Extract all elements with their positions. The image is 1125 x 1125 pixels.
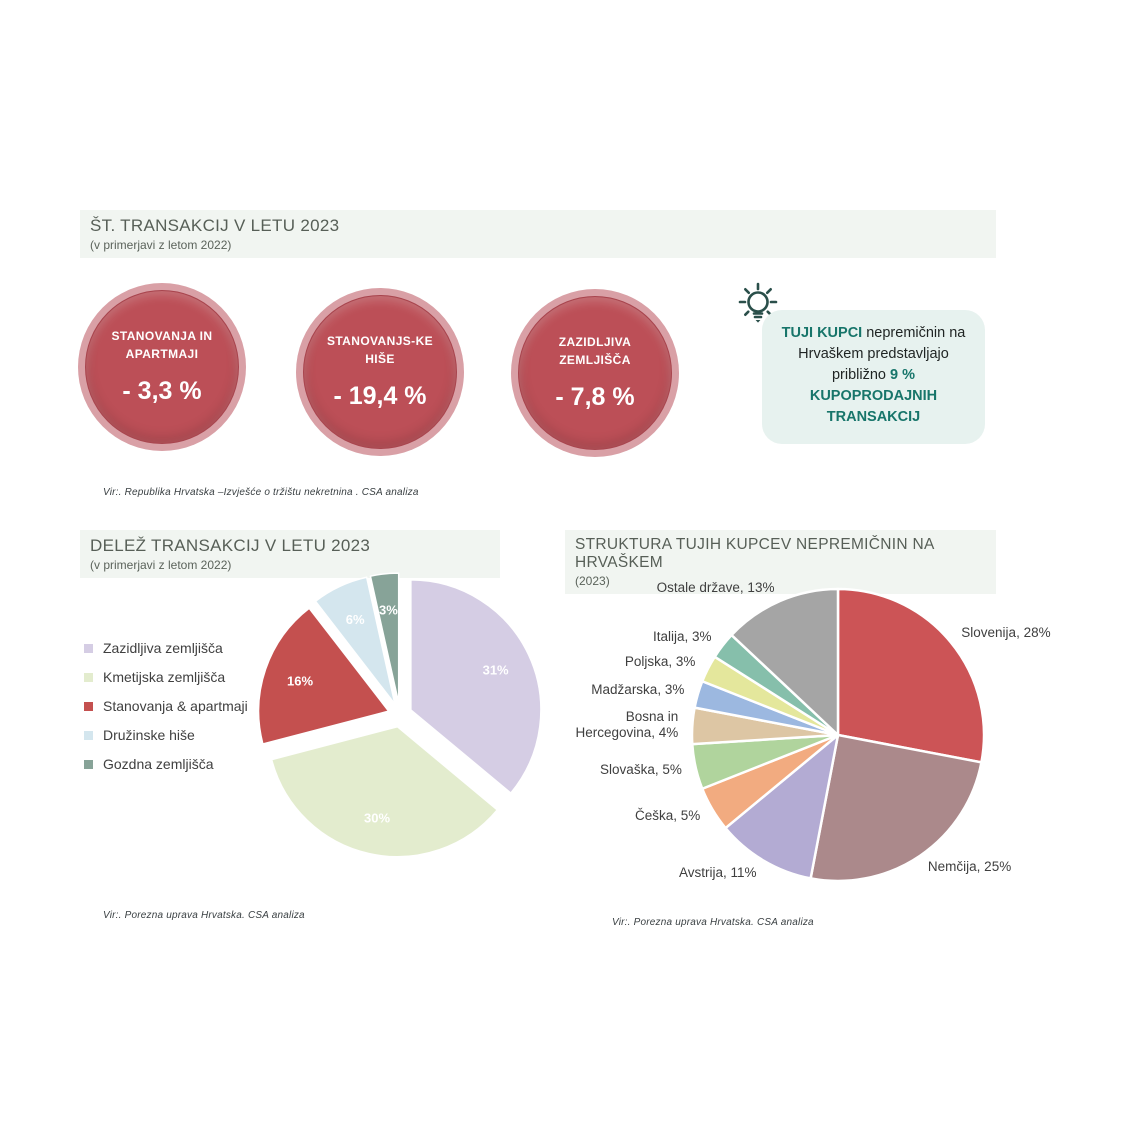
right-pie-labels: Slovenija, 28% Nemčija, 25% Avstrija, 11% Č… bbox=[565, 572, 1125, 907]
legend-item-zazidljiva-zemljisca: Zazidljiva zemljišča bbox=[84, 640, 248, 656]
pie-slice-kmetijska-zemljisca bbox=[270, 725, 499, 858]
legend-swatch-icon bbox=[84, 672, 93, 682]
pie-legend: Zazidljiva zemljišča Kmetijska zemljišča S… bbox=[84, 640, 248, 785]
stat-circle-apartments: STANOVANJA IN APARTMAJI - 3,3 % bbox=[78, 283, 246, 451]
section-title: DELEŽ TRANSAKCIJ V LETU 2023 bbox=[90, 536, 371, 555]
pie-label-madzarska: Madžarska, 3% bbox=[591, 682, 685, 698]
stat-circle-building-land: ZAZIDLJIVA ZEMLJIŠČA - 7,8 % bbox=[511, 289, 679, 457]
pie-slice-stanovanja-apartmaji bbox=[257, 607, 390, 745]
pie-label-slovenija: Slovenija, 28% bbox=[961, 624, 1051, 640]
legend-item-kmetijska-zemljisca: Kmetijska zemljišča bbox=[84, 669, 248, 685]
legend-swatch-icon bbox=[84, 643, 93, 653]
callout-highlight-percent: 9 % bbox=[890, 367, 916, 384]
stat-circle-inner: STANOVANJS-KE HIŠE - 19,4 % bbox=[303, 295, 457, 449]
legend-label: Družinske hiše bbox=[103, 727, 195, 743]
pie-label-nemcija: Nemčija, 25% bbox=[927, 859, 1012, 875]
pie-slice-ostale-drzave bbox=[730, 587, 840, 737]
section-subtitle: (v primerjavi z letom 2022) bbox=[90, 558, 232, 572]
pie-value-label-gozdna-zemljisca: 3% bbox=[379, 603, 398, 618]
section-header-transactions: ŠT. TRANSAKCIJ V LETU 2023 (v primerjavi… bbox=[80, 210, 996, 258]
callout-highlight-transactions: KUPOPRODAJNIH TRANSAKCIJ bbox=[809, 388, 938, 426]
legend-label: Gozdna zemljišča bbox=[103, 756, 214, 772]
lightbulb-icon bbox=[738, 282, 778, 323]
legend-item-stanovanja-apartmaji: Stanovanja & apartmaji bbox=[84, 698, 248, 714]
stat-circle-label: ZAZIDLJIVA ZEMLJIŠČA bbox=[558, 335, 632, 367]
legend-swatch-icon bbox=[84, 730, 93, 740]
pie-label-slovaska: Slovaška, 5% bbox=[600, 761, 682, 777]
legend-item-gozdna-zemljisca: Gozdna zemljišča bbox=[84, 756, 248, 772]
pie-slice-avstrija bbox=[724, 733, 840, 880]
pie-label-ostale-drzave: Ostale države, 13% bbox=[656, 580, 775, 596]
left-pie-chart: 31% 30% 16% 6% 3% bbox=[257, 572, 542, 858]
pie-slice-druzinske-hise bbox=[314, 576, 396, 705]
pie-value-label-kmetijska-zemljisca: 30% bbox=[364, 811, 390, 826]
right-pie-chart-area: Slovenija, 28% Nemčija, 25% Avstrija, 11% Č… bbox=[565, 572, 1125, 907]
source-note: Vir:. Porezna uprava Hrvatska. CSA anali… bbox=[103, 910, 305, 921]
stat-circle-inner: STANOVANJA IN APARTMAJI - 3,3 % bbox=[85, 290, 239, 444]
pie-value-label-zazidljiva-zemljisca: 31% bbox=[483, 663, 509, 678]
callout-box: TUJI KUPCI nepremičnin na Hrvaškem preds… bbox=[762, 310, 985, 445]
section-header-foreign-buyers: STRUKTURA TUJIH KUPCEV NEPREMIČNIN NA HR… bbox=[565, 530, 996, 594]
section-subtitle: (2023) bbox=[575, 574, 610, 588]
stat-circle-value: - 7,8 % bbox=[555, 382, 635, 411]
pie-slice-gozdna-zemljisca bbox=[369, 572, 400, 704]
pie-label-ceska: Češka, 5% bbox=[635, 808, 701, 824]
pie-slice-nemcija bbox=[809, 733, 983, 883]
pie-label-italija: Italija, 3% bbox=[653, 628, 712, 644]
stat-circle-value: - 19,4 % bbox=[333, 381, 427, 410]
legend-label: Zazidljiva zemljišča bbox=[103, 640, 223, 656]
legend-label: Stanovanja & apartmaji bbox=[103, 698, 248, 714]
pie-slice-zazidljiva-zemljisca bbox=[410, 579, 542, 794]
stat-circle-label: STANOVANJA IN APARTMAJI bbox=[111, 329, 213, 361]
stat-circle-value: - 3,3 % bbox=[122, 376, 202, 405]
callout-body-text: nepremičnin na Hrvaškem predstavljajo pr… bbox=[798, 325, 966, 384]
stat-circle-houses: STANOVANJS-KE HIŠE - 19,4 % bbox=[296, 288, 464, 456]
section-title: ŠT. TRANSAKCIJ V LETU 2023 bbox=[90, 216, 340, 235]
source-note: Vir:. Porezna uprava Hrvatska. CSA anali… bbox=[612, 917, 814, 928]
stat-circle-label: STANOVANJS-KE HIŠE bbox=[326, 334, 434, 366]
source-note: Vir:. Republika Hrvatska –Izvješće o trž… bbox=[103, 487, 419, 498]
section-subtitle: (v primerjavi z letom 2022) bbox=[90, 238, 232, 252]
pie-label-bosna-in-hercegovina: Bosna in Hercegovina, 4% bbox=[575, 708, 679, 740]
legend-swatch-icon bbox=[84, 701, 93, 711]
section-header-share: DELEŽ TRANSAKCIJ V LETU 2023 (v primerja… bbox=[80, 530, 500, 578]
pie-label-poljska: Poljska, 3% bbox=[624, 654, 696, 670]
stat-circle-inner: ZAZIDLJIVA ZEMLJIŠČA - 7,8 % bbox=[518, 296, 672, 450]
left-pie-chart-area: 31% 30% 16% 6% 3% bbox=[250, 570, 550, 870]
pie-label-avstrija: Avstrija, 11% bbox=[679, 864, 757, 880]
right-pie-chart bbox=[690, 587, 986, 883]
pie-value-label-stanovanja-apartmaji: 16% bbox=[287, 673, 313, 688]
legend-label: Kmetijska zemljišča bbox=[103, 669, 226, 685]
section-title: STRUKTURA TUJIH KUPCEV NEPREMIČNIN NA HR… bbox=[575, 536, 934, 571]
legend-swatch-icon bbox=[84, 759, 93, 769]
legend-item-druzinske-hise: Družinske hiše bbox=[84, 727, 248, 743]
pie-slice-slovenija bbox=[836, 587, 986, 764]
pie-value-label-druzinske-hise: 6% bbox=[346, 612, 365, 627]
callout-highlight-buyers: TUJI KUPCI bbox=[781, 325, 863, 341]
